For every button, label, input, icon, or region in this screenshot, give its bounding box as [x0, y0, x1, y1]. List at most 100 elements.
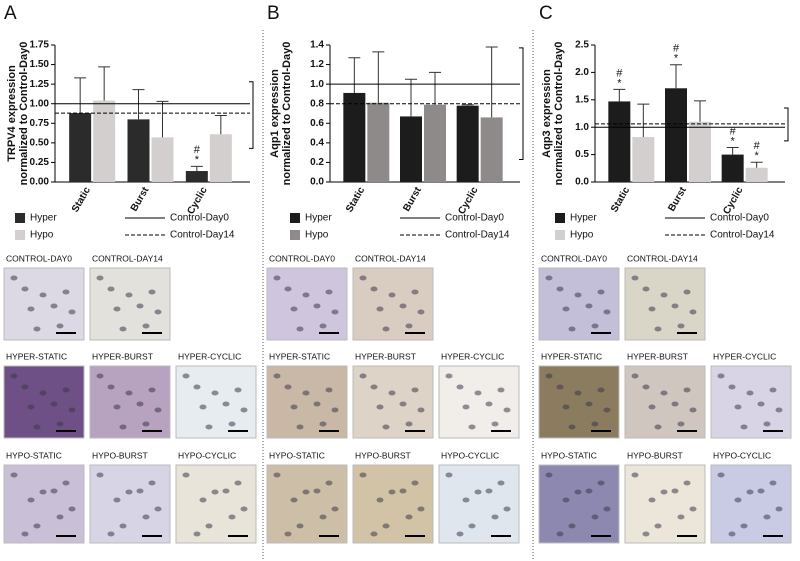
nucleus — [359, 275, 367, 281]
nucleus — [222, 488, 230, 494]
nucleus — [27, 404, 35, 410]
nucleus — [10, 275, 18, 281]
nucleus — [33, 523, 41, 529]
nucleus — [597, 480, 605, 486]
nucleus — [585, 401, 593, 407]
y-tick-label: 0.6 — [310, 118, 324, 129]
nucleus — [763, 514, 771, 520]
error-bar — [429, 71, 441, 105]
y-tick-label: 1.75 — [30, 40, 50, 51]
y-tick-label: 0.25 — [30, 157, 50, 168]
nucleus — [411, 480, 419, 486]
nucleus — [654, 424, 662, 430]
nucleus — [125, 489, 133, 495]
nucleus — [193, 384, 201, 390]
nucleus — [683, 480, 691, 486]
nucleus — [240, 407, 248, 413]
significance-mark: * — [674, 53, 679, 65]
error-bar — [190, 165, 203, 172]
nucleus — [148, 289, 156, 295]
image-label: CONTROL-DAY0 — [6, 253, 72, 263]
nucleus — [660, 390, 668, 396]
y-tick-label: 0.75 — [30, 118, 50, 129]
error-bar — [405, 78, 417, 117]
nucleus — [68, 506, 76, 512]
nucleus — [462, 497, 470, 503]
nucleus — [503, 407, 511, 413]
nucleus — [107, 531, 115, 537]
significance-mark: # — [616, 67, 623, 79]
nucleus — [62, 387, 70, 393]
reference-range — [519, 47, 524, 160]
nucleus — [313, 488, 321, 494]
nucleus — [302, 390, 310, 396]
nucleus — [33, 424, 41, 430]
legend-label: Hyper — [570, 213, 597, 224]
legend-swatch — [290, 213, 300, 223]
nucleus — [597, 289, 605, 295]
nucleus — [290, 306, 298, 312]
error-bar — [750, 161, 763, 168]
nucleus — [717, 472, 725, 478]
significance-mark: * — [731, 135, 736, 147]
bar — [93, 100, 116, 182]
nucleus — [376, 404, 384, 410]
micrograph — [3, 267, 85, 341]
image-label: CONTROL-DAY14 — [92, 253, 163, 263]
nucleus — [568, 523, 576, 529]
nucleus — [689, 309, 697, 315]
nucleus — [50, 401, 58, 407]
micrograph — [710, 365, 792, 439]
micrograph — [266, 365, 348, 439]
nucleus — [119, 523, 127, 529]
nucleus — [757, 401, 765, 407]
bar — [456, 105, 479, 182]
nucleus — [545, 373, 553, 379]
image-label: HYPO-STATIC — [269, 450, 325, 460]
image-label: CONTROL-DAY0 — [269, 253, 335, 263]
nucleus — [585, 488, 593, 494]
nucleus — [728, 384, 736, 390]
y-tick-label: 2.5 — [575, 40, 589, 51]
nucleus — [370, 286, 378, 292]
y-axis-title: Aqp1 expression — [269, 69, 281, 158]
nucleus — [417, 506, 425, 512]
nucleus — [113, 306, 121, 312]
y-tick-label: 0.4 — [310, 137, 324, 148]
nucleus — [142, 514, 150, 520]
image-label: HYPER-STATIC — [541, 351, 602, 361]
image-label: HYPER-BURST — [92, 351, 153, 361]
micrograph — [624, 464, 706, 544]
significance-mark: # — [673, 43, 680, 55]
nucleus — [769, 387, 777, 393]
bar — [689, 121, 711, 182]
nucleus — [671, 401, 679, 407]
nucleus — [273, 275, 281, 281]
legend-label: Hypo — [305, 230, 329, 241]
nucleus — [240, 506, 248, 512]
nucleus — [491, 514, 499, 520]
nucleus — [562, 404, 570, 410]
nucleus — [96, 275, 104, 281]
nucleus — [302, 489, 310, 495]
image-label: HYPER-STATIC — [6, 351, 67, 361]
nucleus — [562, 306, 570, 312]
nucleus — [683, 387, 691, 393]
nucleus — [284, 531, 292, 537]
nucleus — [485, 488, 493, 494]
nucleus — [136, 488, 144, 494]
nucleus — [68, 407, 76, 413]
error-bar — [214, 114, 227, 135]
image-label: HYPER-CYCLIC — [178, 351, 241, 361]
nucleus — [234, 480, 242, 486]
nucleus — [648, 404, 656, 410]
nucleus — [717, 373, 725, 379]
nucleus — [148, 387, 156, 393]
nucleus — [405, 421, 413, 427]
nucleus — [211, 489, 219, 495]
nucleus — [27, 306, 35, 312]
nucleus — [591, 323, 599, 329]
micrograph — [624, 365, 706, 439]
nucleus — [399, 488, 407, 494]
